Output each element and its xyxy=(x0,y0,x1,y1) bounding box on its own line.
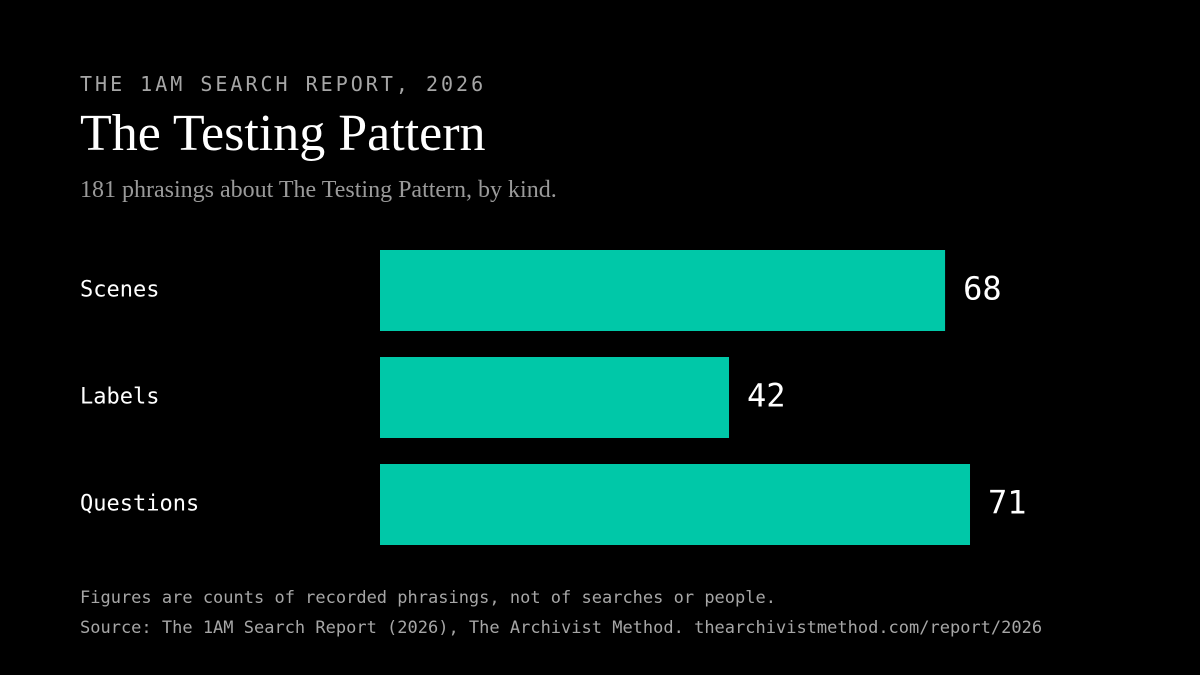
bar-questions xyxy=(380,464,971,545)
report-kicker: THE 1AM SEARCH REPORT, 2026 xyxy=(80,72,487,96)
value-label-scenes: 68 xyxy=(963,270,1002,308)
category-label-questions: Questions xyxy=(80,492,199,517)
value-label-labels: 42 xyxy=(747,377,786,415)
category-label-labels: Labels xyxy=(80,385,159,410)
chart-title: The Testing Pattern xyxy=(80,105,486,162)
chart-subtitle: 181 phrasings about The Testing Pattern,… xyxy=(80,177,557,203)
source-line: Source: The 1AM Search Report (2026), Th… xyxy=(80,618,1043,638)
value-label-questions: 71 xyxy=(988,484,1027,522)
bar-labels xyxy=(380,357,730,438)
category-label-scenes: Scenes xyxy=(80,278,159,303)
bar-scenes xyxy=(380,250,946,331)
footnote: Figures are counts of recorded phrasings… xyxy=(80,588,776,608)
